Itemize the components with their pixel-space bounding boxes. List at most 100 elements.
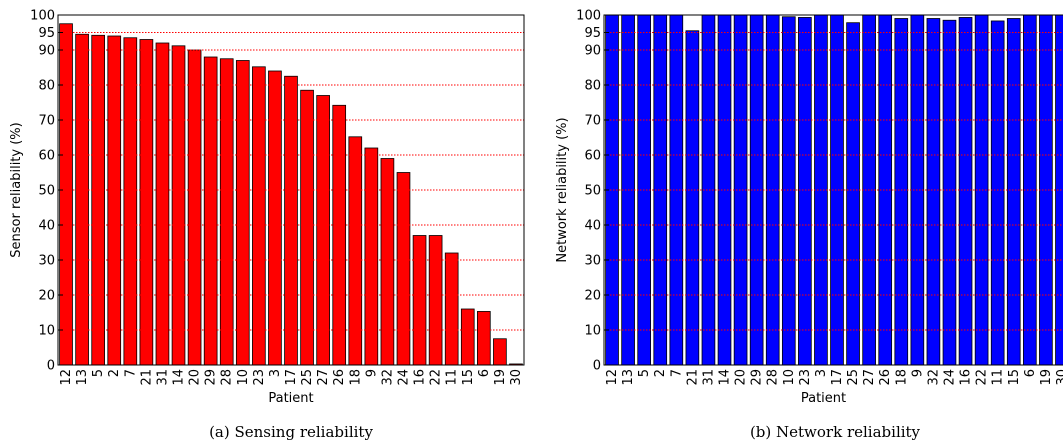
x-tick-label: 6 — [477, 369, 492, 377]
plot-frame — [603, 14, 1063, 366]
x-tick-label: 29 — [204, 369, 219, 386]
bar — [990, 20, 1005, 366]
x-tick-label: 3 — [814, 369, 829, 377]
bar — [781, 16, 796, 366]
x-tick-label: 7 — [669, 369, 684, 377]
y-axis-label: Sensor reliability (%) — [9, 122, 24, 257]
x-tick-label: 28 — [766, 369, 781, 386]
y-tick-label: 30 — [38, 254, 55, 269]
bar — [59, 23, 73, 366]
x-tick-label: 17 — [830, 369, 845, 386]
bar — [364, 147, 379, 366]
x-tick-label: 22 — [429, 369, 444, 386]
y-tick-label: 0 — [593, 359, 601, 374]
x-tick-label: 11 — [445, 369, 460, 386]
y-tick-label: 0 — [47, 359, 55, 374]
bar — [380, 158, 395, 366]
y-axis-label: Network reliability (%) — [555, 117, 570, 262]
bar — [300, 89, 314, 366]
x-tick-label: 15 — [1007, 369, 1022, 386]
bar — [958, 17, 973, 366]
y-tick-label: 95 — [38, 26, 55, 41]
x-tick-label: 16 — [959, 369, 974, 386]
bar — [171, 45, 186, 366]
y-tick-label: 60 — [584, 149, 601, 164]
x-tick-label: 29 — [750, 369, 765, 386]
x-tick-label: 21 — [139, 369, 154, 386]
y-tick-label: 40 — [38, 219, 55, 234]
bar — [926, 18, 941, 366]
bar — [332, 104, 347, 366]
x-tick-label: 20 — [188, 369, 203, 386]
bar — [444, 252, 459, 366]
bar — [1055, 14, 1063, 366]
bar — [1006, 18, 1021, 366]
bar — [396, 172, 411, 366]
y-tick-label: 60 — [38, 149, 55, 164]
y-tick-label: 100 — [576, 9, 601, 24]
y-tick-label: 30 — [584, 254, 601, 269]
y-tick-label: 10 — [38, 324, 55, 339]
bar — [75, 33, 89, 366]
x-tick-label: 3 — [268, 369, 283, 377]
y-tick-label: 50 — [584, 184, 601, 199]
x-tick-label: 30 — [509, 369, 524, 386]
y-tick-label: 40 — [584, 219, 601, 234]
x-tick-label: 21 — [685, 369, 700, 386]
x-tick-label: 24 — [942, 369, 957, 386]
y-tick-label: 10 — [584, 324, 601, 339]
bar — [268, 70, 282, 366]
x-tick-label: 18 — [348, 369, 363, 386]
plot-frame — [57, 14, 525, 366]
bar — [412, 235, 427, 366]
bar — [187, 49, 202, 366]
x-tick-label: 25 — [300, 369, 315, 386]
bar — [476, 311, 491, 366]
x-tick-label: 20 — [734, 369, 749, 386]
x-tick-label: 13 — [621, 369, 636, 386]
x-tick-label: 5 — [91, 369, 106, 377]
x-tick-label: 32 — [926, 369, 941, 386]
x-tick-label: 26 — [878, 369, 893, 386]
x-tick-label: 31 — [155, 369, 170, 386]
x-tick-label: 17 — [284, 369, 299, 386]
x-tick-label: 19 — [493, 369, 508, 386]
y-tick-label: 70 — [584, 114, 601, 129]
bar — [460, 308, 475, 366]
bar — [139, 39, 154, 366]
bar — [316, 95, 330, 366]
bar — [235, 60, 250, 366]
y-tick-label: 80 — [38, 79, 55, 94]
bar — [203, 56, 218, 366]
x-tick-label: 22 — [975, 369, 990, 386]
bar — [493, 338, 507, 366]
bar — [894, 18, 909, 366]
y-tick-label: 50 — [38, 184, 55, 199]
x-tick-label: 12 — [605, 369, 620, 386]
x-axis-label: Patient — [268, 391, 313, 406]
x-tick-label: 15 — [461, 369, 476, 386]
bar — [219, 58, 234, 366]
bar — [798, 17, 812, 366]
x-tick-label: 27 — [316, 369, 331, 386]
bar — [348, 136, 363, 366]
x-tick-label: 5 — [637, 369, 652, 377]
bar — [252, 66, 266, 366]
bar — [155, 42, 170, 366]
x-tick-label: 26 — [332, 369, 347, 386]
x-tick-label: 12 — [59, 369, 74, 386]
x-axis-label: Patient — [801, 391, 846, 406]
y-tick-label: 70 — [38, 114, 55, 129]
x-tick-label: 28 — [220, 369, 235, 386]
x-tick-label: 25 — [846, 369, 861, 386]
y-tick-label: 20 — [38, 289, 55, 304]
x-tick-label: 6 — [1023, 369, 1038, 377]
bar — [846, 22, 860, 366]
y-tick-label: 80 — [584, 79, 601, 94]
caption: (b) Network reliability — [750, 423, 921, 441]
x-tick-label: 10 — [782, 369, 797, 386]
y-tick-label: 20 — [584, 289, 601, 304]
x-tick-label: 11 — [991, 369, 1006, 386]
